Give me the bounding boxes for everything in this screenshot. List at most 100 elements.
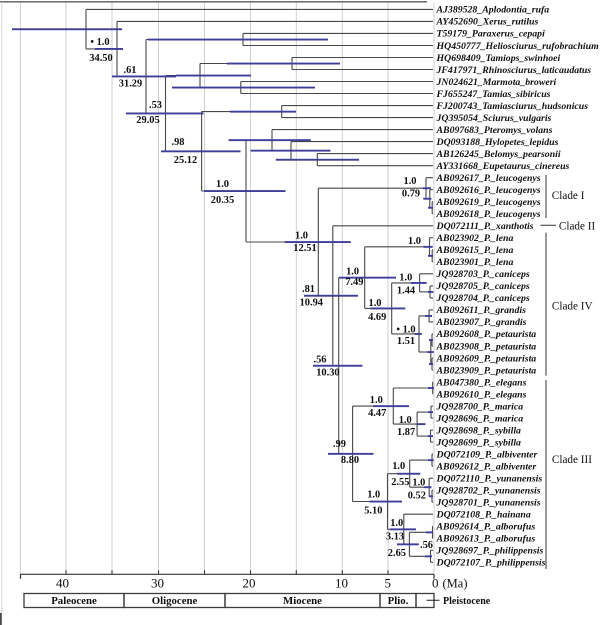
- svg-text:30: 30: [151, 576, 164, 591]
- svg-text:AB092611_P._grandis: AB092611_P._grandis: [436, 305, 527, 316]
- svg-text:JQ928705_P._caniceps: JQ928705_P._caniceps: [436, 281, 530, 292]
- svg-text:34.50: 34.50: [89, 53, 112, 64]
- svg-text:Miocene: Miocene: [283, 595, 322, 607]
- svg-text:HQ450777_Heliosciurus_rufobrac: HQ450777_Heliosciurus_rufobrachium: [436, 41, 600, 52]
- svg-text:JQ928701_P._yunanensis: JQ928701_P._yunanensis: [436, 498, 541, 509]
- svg-text:AB023908_P._petaurista: AB023908_P._petaurista: [436, 341, 537, 352]
- svg-text:JQ928702_P._yunanensis: JQ928702_P._yunanensis: [436, 486, 541, 497]
- svg-text:JF417971_Rhinosciurus_laticaud: JF417971_Rhinosciurus_laticaudatus: [436, 65, 592, 76]
- svg-text:JQ928696_P._marica: JQ928696_P._marica: [436, 413, 524, 424]
- svg-text:AY331668_Eupetaurus_cinereus: AY331668_Eupetaurus_cinereus: [436, 161, 570, 172]
- svg-text:JQ395054_Sciurus_vulgaris: JQ395054_Sciurus_vulgaris: [436, 113, 552, 124]
- svg-text:Clade I: Clade I: [552, 190, 585, 202]
- svg-text:JQ928699_P._sybilla: JQ928699_P._sybilla: [436, 437, 522, 448]
- svg-text:DQ072110_P._yunanensis: DQ072110_P._yunanensis: [436, 474, 543, 485]
- svg-text:AB023909_P._petaurista: AB023909_P._petaurista: [436, 365, 537, 376]
- svg-text:JQ928697_P._philippensis: JQ928697_P._philippensis: [436, 546, 544, 557]
- svg-text:• 1.0: • 1.0: [90, 37, 109, 48]
- svg-text:29.05: 29.05: [136, 115, 159, 126]
- svg-text:AY452690_Xerus_rutilus: AY452690_Xerus_rutilus: [436, 17, 539, 28]
- svg-text:10.94: 10.94: [300, 298, 323, 309]
- svg-text:2.55: 2.55: [391, 477, 409, 488]
- svg-text:.56: .56: [420, 540, 433, 551]
- svg-text:.56: .56: [314, 355, 327, 366]
- svg-text:AB092617_P._leucogenys: AB092617_P._leucogenys: [436, 173, 541, 184]
- svg-text:AJ389528_Aplodontia_rufa: AJ389528_Aplodontia_rufa: [436, 5, 550, 16]
- svg-text:5: 5: [385, 576, 392, 591]
- svg-text:.61: .61: [124, 65, 137, 76]
- svg-text:AB023907_P._grandis: AB023907_P._grandis: [436, 317, 527, 328]
- svg-text:AB092612_P._albiventer: AB092612_P._albiventer: [436, 462, 537, 473]
- svg-text:DQ072109_P._albiventer: DQ072109_P._albiventer: [436, 449, 538, 460]
- svg-text:AB023901_P._lena: AB023901_P._lena: [436, 257, 514, 268]
- svg-text:Paleocene: Paleocene: [51, 595, 97, 607]
- svg-text:(Ma): (Ma): [443, 577, 468, 591]
- svg-text:1.0: 1.0: [216, 179, 229, 190]
- svg-text:4.69: 4.69: [368, 312, 386, 323]
- svg-text:Oligocene: Oligocene: [152, 595, 198, 607]
- svg-text:1.0: 1.0: [399, 272, 412, 283]
- svg-text:JQ928703_P._caniceps: JQ928703_P._caniceps: [436, 269, 530, 280]
- svg-text:3.13: 3.13: [386, 532, 404, 543]
- svg-text:AB092614_P._alborufus: AB092614_P._alborufus: [436, 522, 536, 533]
- svg-text:1.0: 1.0: [369, 298, 382, 309]
- svg-text:AB092609_P._petaurista: AB092609_P._petaurista: [436, 353, 537, 364]
- svg-text:JQ928700_P._marica: JQ928700_P._marica: [436, 401, 524, 412]
- svg-text:0: 0: [432, 576, 439, 591]
- svg-text:Clade IV: Clade IV: [552, 301, 593, 313]
- svg-text:DQ072111_P._xanthotis: DQ072111_P._xanthotis: [436, 221, 534, 232]
- svg-text:JN024621_Marmota_broweri: JN024621_Marmota_broweri: [436, 77, 557, 88]
- svg-text:.99: .99: [333, 439, 346, 450]
- svg-text:1.0: 1.0: [346, 266, 359, 277]
- svg-text:AB092610_P._elegans: AB092610_P._elegans: [436, 389, 527, 400]
- svg-text:12.51: 12.51: [293, 243, 316, 254]
- svg-text:DQ072108_P._hainana: DQ072108_P._hainana: [436, 510, 531, 521]
- svg-text:• 1.0: • 1.0: [396, 324, 415, 335]
- svg-text:0.52: 0.52: [408, 490, 426, 501]
- svg-text:1.0: 1.0: [399, 415, 412, 426]
- svg-text:1.87: 1.87: [397, 427, 415, 438]
- svg-text:20.35: 20.35: [211, 195, 234, 206]
- svg-text:31.29: 31.29: [119, 79, 142, 90]
- svg-text:AB023902_P._lena: AB023902_P._lena: [436, 233, 514, 244]
- svg-text:DQ093188_Hylopetes_lepidus: DQ093188_Hylopetes_lepidus: [436, 137, 559, 148]
- svg-text:5.10: 5.10: [364, 506, 382, 517]
- svg-text:HQ698409_Tamiops_swinhoei: HQ698409_Tamiops_swinhoei: [436, 53, 561, 64]
- svg-text:.98: .98: [172, 137, 185, 148]
- svg-text:1.0: 1.0: [390, 518, 403, 529]
- svg-text:10: 10: [335, 576, 348, 591]
- svg-text:.53: .53: [149, 100, 162, 111]
- svg-text:40: 40: [56, 576, 69, 591]
- svg-text:AB092618_P._leucogenys: AB092618_P._leucogenys: [436, 209, 541, 220]
- svg-text:7.49: 7.49: [345, 277, 363, 288]
- svg-text:JQ928698_P._sybilla: JQ928698_P._sybilla: [436, 425, 522, 436]
- svg-text:1.0: 1.0: [370, 395, 383, 406]
- svg-text:0.79: 0.79: [402, 188, 420, 199]
- svg-text:FJ200743_Tamiasciurus_hudsonic: FJ200743_Tamiasciurus_hudsonicus: [436, 101, 589, 112]
- svg-text:20: 20: [243, 576, 256, 591]
- svg-text:1.0: 1.0: [367, 490, 380, 501]
- svg-text:25.12: 25.12: [174, 155, 197, 166]
- svg-text:Pleistocene: Pleistocene: [443, 596, 491, 607]
- svg-text:1.0: 1.0: [408, 236, 421, 247]
- svg-text:DQ072107_P._philippensis: DQ072107_P._philippensis: [436, 558, 546, 569]
- svg-text:AB092619_P._leucogenys: AB092619_P._leucogenys: [436, 197, 541, 208]
- svg-text:FJ655247_Tamias_sibiricus: FJ655247_Tamias_sibiricus: [436, 89, 551, 100]
- svg-text:T59179_Paraxerus_cepapi: T59179_Paraxerus_cepapi: [437, 29, 546, 40]
- svg-text:Clade III: Clade III: [552, 454, 592, 466]
- svg-text:AB047380_P._elegans: AB047380_P._elegans: [436, 377, 527, 388]
- svg-text:2.65: 2.65: [388, 548, 406, 559]
- svg-text:AB092608_P._petaurista: AB092608_P._petaurista: [436, 329, 537, 340]
- svg-text:JQ928704_P._caniceps: JQ928704_P._caniceps: [436, 293, 530, 304]
- svg-text:Clade II: Clade II: [559, 221, 596, 233]
- svg-text:1.51: 1.51: [397, 336, 415, 347]
- svg-text:1.0: 1.0: [295, 231, 308, 242]
- svg-text:1.44: 1.44: [397, 285, 415, 296]
- svg-text:1.0: 1.0: [404, 176, 417, 187]
- svg-text:8.80: 8.80: [341, 455, 359, 466]
- svg-text:AB092613_P._alborufus: AB092613_P._alborufus: [436, 534, 536, 545]
- svg-text:Plio.: Plio.: [388, 595, 409, 607]
- svg-text:AB126245_Belomys_pearsonii: AB126245_Belomys_pearsonii: [436, 149, 561, 160]
- svg-text:AB092616_P._leucogenys: AB092616_P._leucogenys: [436, 185, 541, 196]
- svg-text:10.30: 10.30: [316, 367, 339, 378]
